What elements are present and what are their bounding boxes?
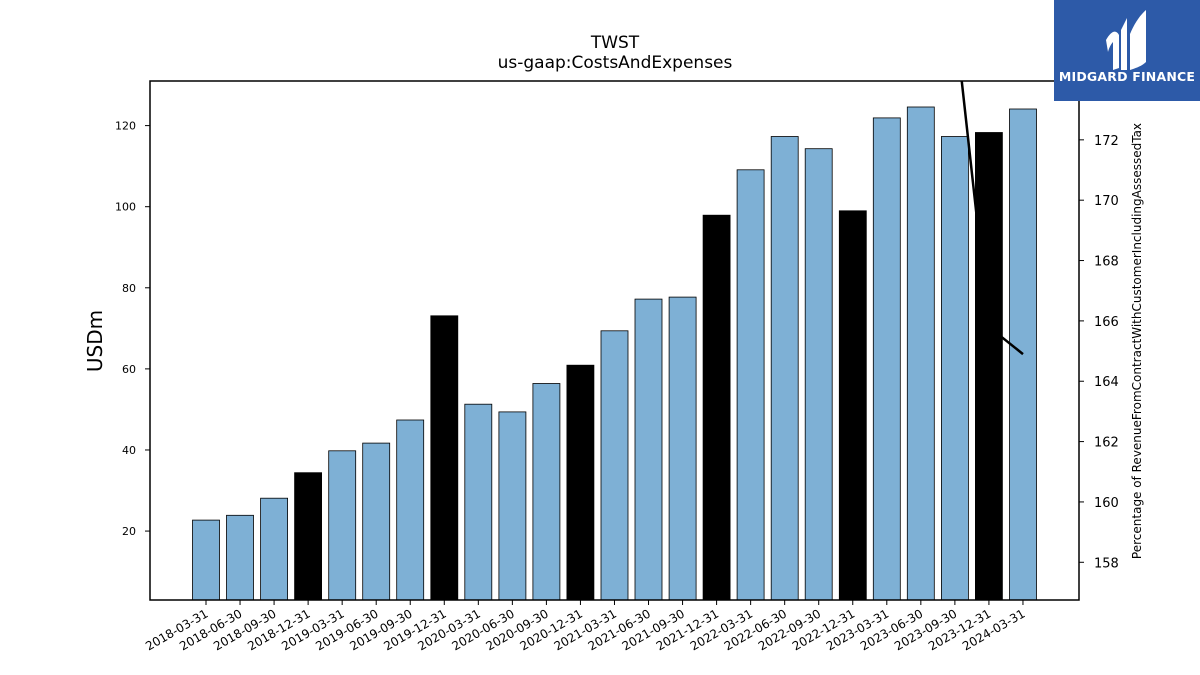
bar-2020-06-30 [498,411,527,601]
bar-2018-12-31 [294,472,323,601]
bar-2022-09-30 [804,148,833,601]
bar-2021-06-30 [634,298,663,601]
bar-2019-12-31 [430,315,459,601]
bar-2018-09-30 [260,497,289,601]
bar-2020-09-30 [532,383,561,601]
y2-tick-label: 162 [1094,436,1119,451]
right-axis-ticks: 158 160 162 164 166 168 170 172 [1079,134,1119,571]
bar-2022-06-30 [770,136,799,601]
bar-2019-03-31 [328,450,357,601]
y2-tick-label: 164 [1094,375,1119,390]
y-tick-label: 60 [122,363,136,376]
y-tick-label: 120 [115,120,136,133]
bar-2024-03-31 [1009,108,1037,601]
chart-subtitle: us-gaap:CostsAndExpenses [498,53,733,73]
bar-2019-06-30 [362,442,391,601]
chart-title: TWST [590,33,640,53]
midgard-finance-logo: MIDGARD FINANCE [1054,0,1200,101]
bar-2023-03-31 [872,117,901,601]
y2-axis-label: Percentage of RevenueFromContractWithCus… [1130,123,1144,559]
bar-2023-06-30 [906,106,935,601]
x-axis-ticks: 2018-03-312018-06-302018-09-302018-12-31… [143,600,1027,653]
y2-tick-label: 168 [1094,255,1119,270]
percentage-series-line [960,81,1024,356]
y2-tick-label: 158 [1094,556,1119,571]
percentage-line-layer [960,81,1024,356]
y2-tick-label: 172 [1094,134,1119,149]
logo-text: MIDGARD FINANCE [1058,69,1196,84]
bar-2019-09-30 [396,419,425,601]
bar-2022-03-31 [736,169,765,601]
y-tick-label: 20 [122,525,136,538]
y-axis-label: USDm [83,310,107,372]
y2-tick-label: 166 [1094,315,1119,330]
bar-2023-12-31 [975,132,1003,601]
bar-2023-09-30 [941,136,969,601]
bar-2018-03-31 [192,519,220,601]
y2-tick-label: 170 [1094,194,1119,209]
bar-layer [192,106,1037,601]
logo-mark-icon [1106,10,1146,70]
bar-2020-12-31 [566,364,595,601]
y-tick-label: 80 [122,282,136,295]
bar-2021-03-31 [600,330,629,601]
y-tick-label: 40 [122,444,136,457]
bar-2022-12-31 [838,210,867,601]
bar-2018-06-30 [226,514,254,601]
left-axis-ticks: 20 40 60 80 100 120 [115,120,150,538]
bar-2021-09-30 [668,296,697,601]
bar-2020-03-31 [464,403,493,601]
bar-2021-12-31 [702,214,731,601]
y2-tick-label: 160 [1094,496,1119,511]
y-tick-label: 100 [115,201,136,214]
